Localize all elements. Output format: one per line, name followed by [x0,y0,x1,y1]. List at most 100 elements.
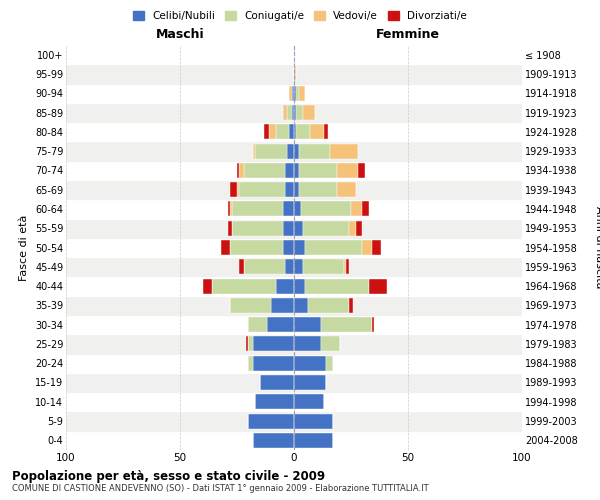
Bar [246,336,248,351]
Bar [66,373,522,392]
Bar [294,260,303,274]
Text: COMUNE DI CASTIONE ANDEVENNO (SO) - Dati ISTAT 1° gennaio 2009 - Elaborazione TU: COMUNE DI CASTIONE ANDEVENNO (SO) - Dati… [12,484,428,493]
Bar [283,105,287,120]
Bar [212,278,276,293]
Bar [230,182,237,197]
Bar [294,433,333,448]
Bar [248,317,266,332]
Bar [271,298,294,313]
Bar [301,202,351,216]
Bar [296,86,299,100]
Bar [362,240,371,255]
Bar [292,86,294,100]
Bar [230,202,232,216]
Bar [305,240,362,255]
Bar [303,260,344,274]
Bar [66,257,522,276]
Bar [294,124,296,140]
Bar [253,433,294,448]
Bar [305,278,369,293]
Bar [232,220,283,236]
Bar [66,142,522,161]
Bar [294,298,308,313]
Bar [292,105,294,120]
Bar [285,163,294,178]
Bar [294,278,305,293]
Bar [66,430,522,450]
Text: Femmine: Femmine [376,28,440,41]
Bar [253,336,294,351]
Bar [331,144,358,158]
Bar [294,220,303,236]
Bar [228,220,232,236]
Bar [237,163,239,178]
Bar [66,315,522,334]
Bar [244,260,285,274]
Bar [303,105,314,120]
Bar [371,317,374,332]
Bar [344,260,346,274]
Bar [289,86,292,100]
Bar [255,394,294,409]
Bar [299,163,337,178]
Bar [369,278,388,293]
Bar [294,163,299,178]
Bar [66,45,522,64]
Bar [248,336,253,351]
Bar [253,356,294,370]
Bar [294,105,296,120]
Bar [244,163,285,178]
Bar [260,375,294,390]
Bar [283,220,294,236]
Bar [248,356,253,370]
Bar [237,182,239,197]
Legend: Celibi/Nubili, Coniugati/e, Vedovi/e, Divorziati/e: Celibi/Nubili, Coniugati/e, Vedovi/e, Di… [130,8,470,24]
Bar [66,122,522,142]
Bar [66,296,522,315]
Bar [310,124,323,140]
Bar [232,202,283,216]
Bar [283,240,294,255]
Bar [283,202,294,216]
Bar [285,260,294,274]
Bar [303,220,349,236]
Bar [323,124,328,140]
Bar [276,278,294,293]
Bar [253,144,255,158]
Bar [239,260,244,274]
Bar [337,182,356,197]
Bar [66,238,522,257]
Bar [299,144,331,158]
Bar [66,392,522,411]
Bar [66,334,522,353]
Bar [66,276,522,295]
Bar [294,317,322,332]
Bar [248,414,294,428]
Bar [203,278,212,293]
Bar [294,86,296,100]
Bar [351,202,362,216]
Bar [255,144,287,158]
Bar [228,202,230,216]
Bar [66,103,522,122]
Bar [239,182,285,197]
Y-axis label: Fasce di età: Fasce di età [19,214,29,280]
Bar [276,124,289,140]
Bar [337,163,358,178]
Bar [230,298,271,313]
Bar [349,220,356,236]
Bar [294,375,326,390]
Bar [299,182,337,197]
Text: Popolazione per età, sesso e stato civile - 2009: Popolazione per età, sesso e stato civil… [12,470,325,483]
Bar [66,84,522,103]
Bar [66,218,522,238]
Bar [299,86,305,100]
Bar [294,394,323,409]
Bar [358,163,365,178]
Bar [266,317,294,332]
Bar [66,200,522,218]
Bar [296,105,303,120]
Text: Maschi: Maschi [155,28,205,41]
Bar [362,202,369,216]
Bar [265,124,269,140]
